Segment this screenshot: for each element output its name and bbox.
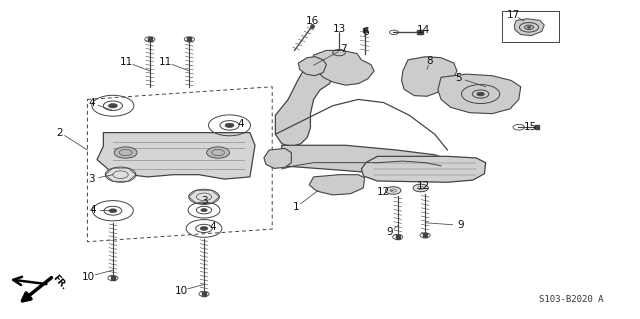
- Polygon shape: [438, 74, 521, 114]
- Polygon shape: [515, 19, 544, 35]
- Text: FR.: FR.: [51, 273, 69, 291]
- Text: 1: 1: [293, 202, 300, 212]
- Text: 11: 11: [159, 57, 172, 67]
- Text: 2: 2: [57, 128, 63, 137]
- Text: 4: 4: [88, 98, 95, 108]
- Text: 16: 16: [306, 16, 319, 26]
- Text: 12: 12: [377, 187, 390, 197]
- Circle shape: [105, 167, 136, 182]
- Text: 3: 3: [88, 174, 95, 184]
- Circle shape: [413, 184, 428, 192]
- Circle shape: [225, 123, 234, 128]
- Text: 8: 8: [426, 56, 433, 66]
- Circle shape: [201, 209, 207, 212]
- Text: 4: 4: [210, 222, 216, 232]
- Circle shape: [109, 209, 116, 213]
- Text: 5: 5: [456, 73, 462, 83]
- Text: 7: 7: [340, 44, 347, 54]
- Circle shape: [108, 104, 117, 108]
- Text: 17: 17: [506, 10, 520, 20]
- Circle shape: [189, 189, 220, 204]
- Text: 4: 4: [237, 119, 244, 129]
- Text: 13: 13: [333, 24, 346, 33]
- Circle shape: [386, 187, 401, 194]
- Circle shape: [477, 92, 484, 96]
- Text: 11: 11: [120, 57, 134, 67]
- Text: 4: 4: [89, 205, 96, 215]
- Polygon shape: [97, 133, 255, 179]
- Circle shape: [527, 26, 531, 28]
- Text: 6: 6: [363, 27, 369, 37]
- Text: 10: 10: [82, 271, 95, 281]
- Polygon shape: [362, 156, 486, 182]
- Text: 3: 3: [201, 196, 207, 206]
- Text: 9: 9: [457, 220, 463, 230]
- Text: S103-B2020 A: S103-B2020 A: [539, 295, 604, 304]
- Text: 14: 14: [417, 26, 431, 35]
- Polygon shape: [312, 50, 374, 85]
- Circle shape: [207, 147, 230, 158]
- Polygon shape: [275, 65, 333, 147]
- Text: 9: 9: [387, 226, 394, 237]
- Polygon shape: [309, 175, 365, 195]
- Polygon shape: [264, 148, 291, 168]
- Text: 15: 15: [524, 122, 537, 132]
- Polygon shape: [282, 145, 447, 175]
- Text: 10: 10: [175, 286, 188, 296]
- Polygon shape: [298, 57, 326, 76]
- Circle shape: [200, 226, 208, 230]
- Polygon shape: [401, 57, 457, 96]
- Text: 12: 12: [417, 181, 430, 191]
- Circle shape: [114, 147, 137, 158]
